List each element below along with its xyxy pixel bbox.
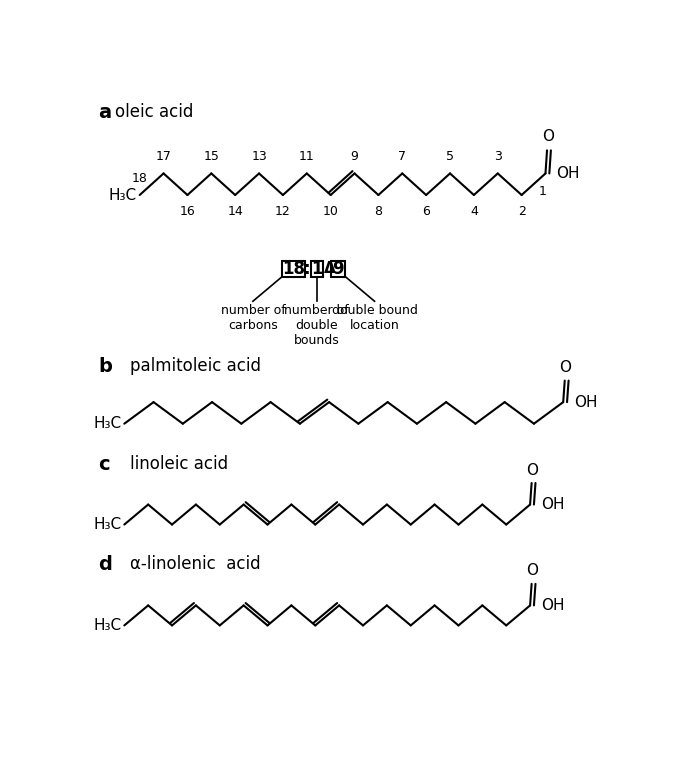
Text: H₃C: H₃C bbox=[108, 187, 136, 202]
Text: b: b bbox=[98, 356, 112, 376]
Text: 5: 5 bbox=[446, 150, 454, 163]
Text: 8: 8 bbox=[375, 205, 382, 218]
Text: 12: 12 bbox=[275, 205, 291, 218]
Text: linoleic acid: linoleic acid bbox=[130, 455, 229, 473]
Text: H₃C: H₃C bbox=[93, 618, 121, 633]
Text: c: c bbox=[98, 455, 110, 475]
Text: 7: 7 bbox=[398, 150, 406, 163]
Text: 11: 11 bbox=[299, 150, 314, 163]
Text: O: O bbox=[542, 129, 553, 144]
Text: 2: 2 bbox=[518, 205, 525, 218]
Text: 14: 14 bbox=[227, 205, 243, 218]
Text: OH: OH bbox=[556, 166, 580, 181]
Text: O: O bbox=[526, 563, 538, 579]
Text: 9: 9 bbox=[332, 260, 344, 278]
Text: H₃C: H₃C bbox=[93, 416, 121, 431]
Text: double bound
location: double bound location bbox=[332, 303, 417, 331]
Text: α-linolenic  acid: α-linolenic acid bbox=[130, 555, 261, 573]
Text: :: : bbox=[303, 260, 310, 278]
Text: 3: 3 bbox=[494, 150, 501, 163]
Text: Δ: Δ bbox=[324, 261, 336, 276]
Text: a: a bbox=[98, 103, 111, 121]
Text: 10: 10 bbox=[323, 205, 338, 218]
Text: 17: 17 bbox=[155, 150, 171, 163]
Text: 16: 16 bbox=[179, 205, 195, 218]
Text: OH: OH bbox=[541, 598, 564, 613]
Text: H₃C: H₃C bbox=[93, 517, 121, 532]
Text: O: O bbox=[526, 463, 538, 478]
Text: OH: OH bbox=[541, 497, 564, 512]
Bar bbox=[332, 261, 345, 277]
Text: palmitoleic acid: palmitoleic acid bbox=[130, 356, 262, 375]
Text: 13: 13 bbox=[251, 150, 267, 163]
Text: oleic acid: oleic acid bbox=[115, 103, 193, 121]
Text: 18: 18 bbox=[132, 172, 148, 185]
Text: 4: 4 bbox=[470, 205, 478, 218]
Text: 9: 9 bbox=[351, 150, 358, 163]
Text: 15: 15 bbox=[203, 150, 219, 163]
Text: 6: 6 bbox=[422, 205, 430, 218]
Text: OH: OH bbox=[574, 394, 597, 410]
Bar bbox=[310, 261, 323, 277]
Text: d: d bbox=[98, 555, 112, 574]
Text: O: O bbox=[560, 360, 571, 375]
Text: 18: 18 bbox=[282, 260, 306, 278]
Text: 1: 1 bbox=[311, 260, 323, 278]
Text: 1: 1 bbox=[538, 185, 547, 198]
Text: number of
double
bounds: number of double bounds bbox=[284, 303, 349, 346]
Text: number of
carbons: number of carbons bbox=[221, 303, 285, 331]
Bar bbox=[282, 261, 306, 277]
